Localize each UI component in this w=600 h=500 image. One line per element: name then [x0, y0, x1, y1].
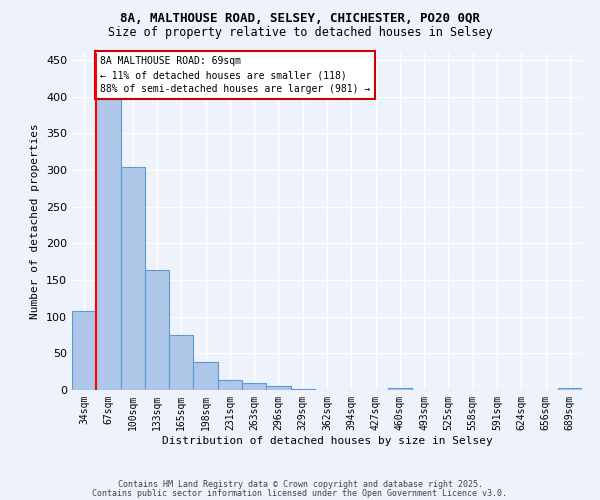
Bar — [72, 312, 96, 390]
Text: 8A, MALTHOUSE ROAD, SELSEY, CHICHESTER, PO20 0QR: 8A, MALTHOUSE ROAD, SELSEY, CHICHESTER, … — [120, 12, 480, 26]
Bar — [242, 382, 266, 390]
Text: Contains HM Land Registry data © Crown copyright and database right 2025.: Contains HM Land Registry data © Crown c… — [118, 480, 482, 489]
Bar — [290, 388, 315, 390]
Text: 8A MALTHOUSE ROAD: 69sqm
← 11% of detached houses are smaller (118)
88% of semi-: 8A MALTHOUSE ROAD: 69sqm ← 11% of detach… — [100, 56, 370, 94]
Bar — [169, 335, 193, 390]
Text: Size of property relative to detached houses in Selsey: Size of property relative to detached ho… — [107, 26, 493, 39]
Bar — [218, 380, 242, 390]
Bar — [558, 388, 582, 390]
X-axis label: Distribution of detached houses by size in Selsey: Distribution of detached houses by size … — [161, 436, 493, 446]
Bar — [96, 94, 121, 390]
Bar — [193, 362, 218, 390]
Text: Contains public sector information licensed under the Open Government Licence v3: Contains public sector information licen… — [92, 489, 508, 498]
Bar — [388, 388, 412, 390]
Bar — [266, 386, 290, 390]
Bar — [145, 270, 169, 390]
Y-axis label: Number of detached properties: Number of detached properties — [31, 124, 40, 319]
Bar — [121, 167, 145, 390]
